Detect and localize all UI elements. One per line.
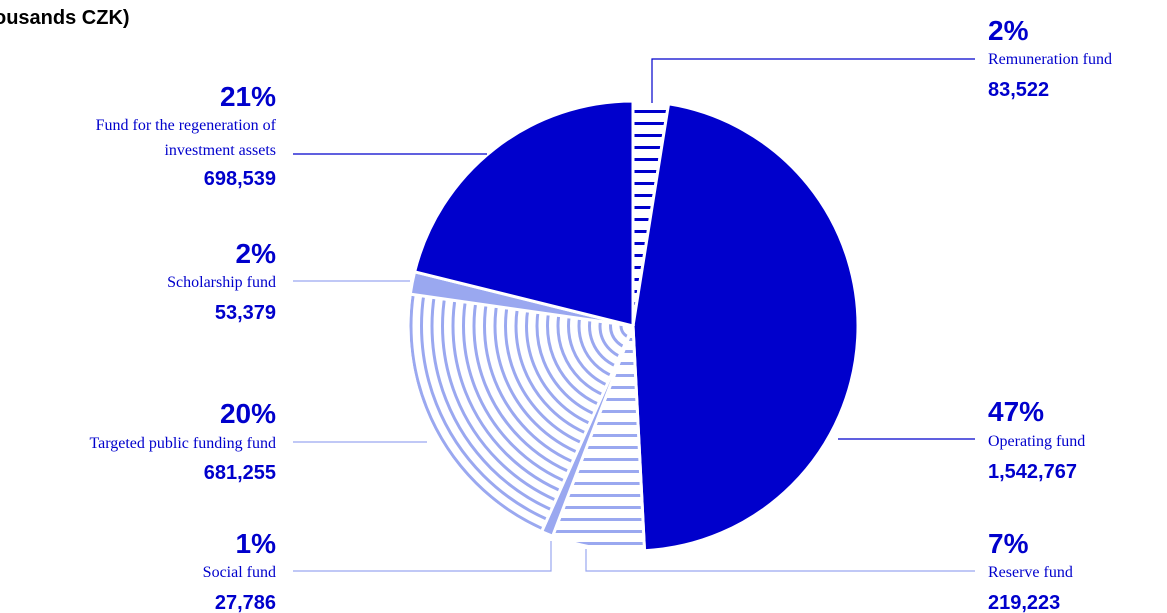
percent-label: 1%: [236, 528, 277, 559]
percent-label: 20%: [220, 398, 276, 429]
value-label: 698,539: [204, 168, 276, 190]
leader-line-remuneration: [651, 58, 975, 103]
leader-line-social: [293, 541, 552, 572]
value-label: 681,255: [204, 462, 276, 484]
pie-slices: [406, 99, 860, 553]
slice-name-label: Operating fund: [988, 433, 1085, 450]
leader-lines: [293, 58, 975, 572]
slice-name-label: investment assets: [164, 142, 276, 159]
value-label: 53,379: [215, 302, 276, 324]
slice-name-label: Social fund: [203, 564, 276, 581]
label-group-scholarship: 2% Scholarship fund 53,379: [167, 238, 276, 324]
percent-label: 7%: [988, 528, 1029, 559]
label-group-social: 1% Social fund 27,786: [203, 528, 276, 613]
slice-name-label: Targeted public funding fund: [89, 435, 276, 452]
value-label: 1,542,767: [988, 461, 1077, 483]
slice-name-label: Fund for the regeneration of: [96, 117, 277, 134]
slice-targeted: [407, 294, 633, 532]
value-label: 219,223: [988, 592, 1060, 613]
slice-name-label: Scholarship fund: [167, 274, 276, 291]
slice-regeneration: [413, 99, 635, 328]
percent-label: 21%: [220, 81, 276, 112]
value-label: 83,522: [988, 79, 1049, 101]
slice-name-label: Remuneration fund: [988, 51, 1112, 68]
value-label: 27,786: [215, 592, 276, 613]
label-group-remuneration: 2% Remuneration fund 83,522: [988, 15, 1112, 101]
label-group-operating: 47% Operating fund 1,542,767: [988, 396, 1085, 483]
percent-label: 2%: [988, 15, 1029, 46]
slice-name-label: Reserve fund: [988, 564, 1073, 581]
leader-line-reserve: [585, 549, 975, 572]
percent-label: 47%: [988, 396, 1044, 427]
label-group-reserve: 7% Reserve fund 219,223: [988, 528, 1073, 613]
label-group-regeneration: 21% Fund for the regeneration of investmen…: [96, 81, 277, 190]
slice-labels: 2% Remuneration fund 83,522 47% Operating fu…: [89, 15, 1112, 613]
percent-label: 2%: [236, 238, 277, 269]
label-group-targeted: 20% Targeted public funding fund 681,255: [89, 398, 276, 484]
slice-operating: [631, 102, 860, 553]
chart-title: ousands CZK): [0, 7, 130, 29]
